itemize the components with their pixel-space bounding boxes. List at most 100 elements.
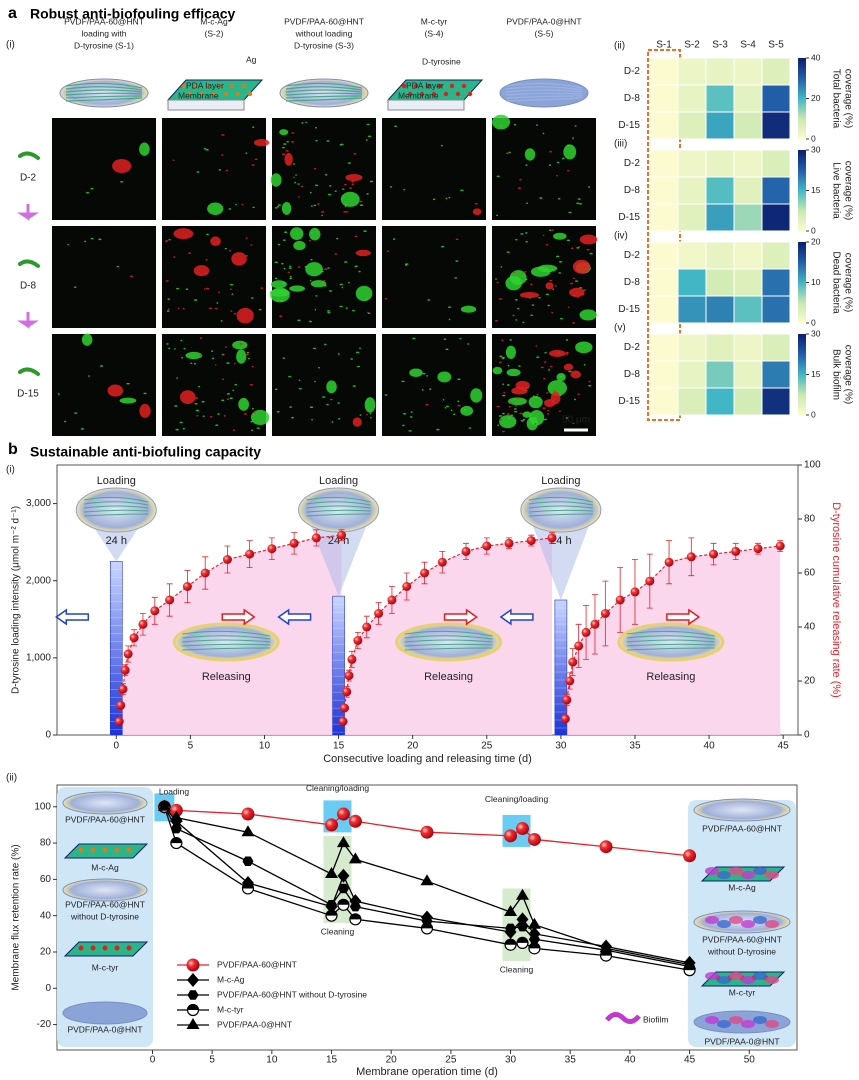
bacteria-dot [343,183,347,186]
heat-cell [677,57,707,86]
ag-particle [247,91,253,97]
bacteria-dot [310,280,327,288]
sphere-marker [241,807,255,821]
bacteria-dot [512,271,516,273]
fiber [285,86,363,91]
bacteria-dot [309,191,312,194]
bacteria-dot [501,339,504,342]
fiber [65,95,143,99]
bacteria-dot [277,204,282,206]
bacteria-dot [67,243,69,246]
bacteria-dot [525,232,528,234]
bacteria-dot [226,362,230,364]
bacteria-dot [120,180,124,183]
marker-part [421,922,433,929]
loading-cone [304,510,373,597]
tyrosine-particle [443,91,449,97]
micrograph [52,118,156,220]
bacteria-dot [184,235,188,238]
heat-cell [677,149,707,178]
bacteria-dot [575,341,593,354]
heat-cell [705,149,735,178]
bacteria-dot [286,140,290,143]
heat-cell [649,333,679,362]
bacteria-dot [165,240,167,243]
heat-cell [649,203,679,232]
micrograph [162,334,266,436]
colorbar-tick-label: 40 [811,52,821,62]
bacteria-dot [494,320,499,322]
bacteria-dot [510,414,514,417]
bacteria-dot [297,266,301,268]
bacteria-dot [363,230,367,232]
bacteria-dot [579,234,598,245]
heat-cell [649,268,679,297]
bacteria-dot [247,357,250,360]
bacteria-dot [218,169,222,171]
bacteria-dot [501,412,505,415]
row-label: D-15 [618,304,640,315]
tyrosine-particle [461,83,467,89]
particle [114,847,120,853]
bacteria-dot [196,171,200,173]
bacteria-dot [408,430,412,432]
bacteria-dot [542,132,545,135]
triangle-marker [157,799,171,811]
bacteria-dot [251,365,254,368]
fiber [306,496,371,503]
bacteria-dot [366,123,370,126]
panel-label: b [8,441,18,458]
annotation: Releasing [424,671,473,683]
halfcircle-marker [420,922,434,935]
bacteria-dot [588,384,592,387]
bacteria-dot [249,384,253,386]
biofilm-blob [717,871,731,879]
bacteria-dot [556,174,559,177]
bacteria-dot [364,397,376,413]
series-line [163,806,690,964]
release-point [547,533,557,543]
bacteria-dot [282,357,286,359]
colorbar-tick-label: 30 [811,144,821,154]
bacteria-dot [570,247,574,250]
x-tick-label: 15 [333,741,345,752]
particle [102,847,108,853]
triangle-marker [325,866,339,878]
x-tick-label: 25 [481,741,493,752]
fiber [404,643,493,647]
bacteria-dot [445,348,449,351]
sample-label: M-c-tyr [421,16,448,26]
bacteria-dot [229,288,232,291]
icon-label: Membrane [398,90,439,100]
bacteria-dot [235,203,237,206]
sample-label: (S-5) [535,28,554,38]
fiber [65,97,143,102]
bacteria-dot [444,406,447,409]
bacteria-dot [355,285,373,302]
sphere-marker [420,825,434,839]
ag-particle [241,83,247,89]
bacteria-dot [229,397,233,400]
heat-cell [733,149,763,178]
bacteria-dot [320,211,325,213]
heat-cell [705,268,735,297]
bacteria-dot [321,214,324,217]
bacteria-dot [561,157,565,160]
bacteria-dot [251,429,254,432]
bacteria-icon [18,367,40,376]
bacteria-dot [570,370,581,379]
colorbar [798,58,806,139]
sphere-marker [169,803,183,817]
triangle-marker [348,852,362,864]
bacteria-dot [554,285,557,287]
bacteria-dot [579,202,583,205]
bacteria-dot [206,233,209,236]
tyrosine-particle [437,83,443,89]
halfcircle-marker [170,836,183,850]
bacteria-dot [583,364,586,366]
bacteria-dot [522,418,526,421]
bacteria-dot [324,173,328,176]
bacteria-dot [355,351,360,354]
bacteria-dot [203,288,206,290]
bacteria-dot [501,430,505,433]
